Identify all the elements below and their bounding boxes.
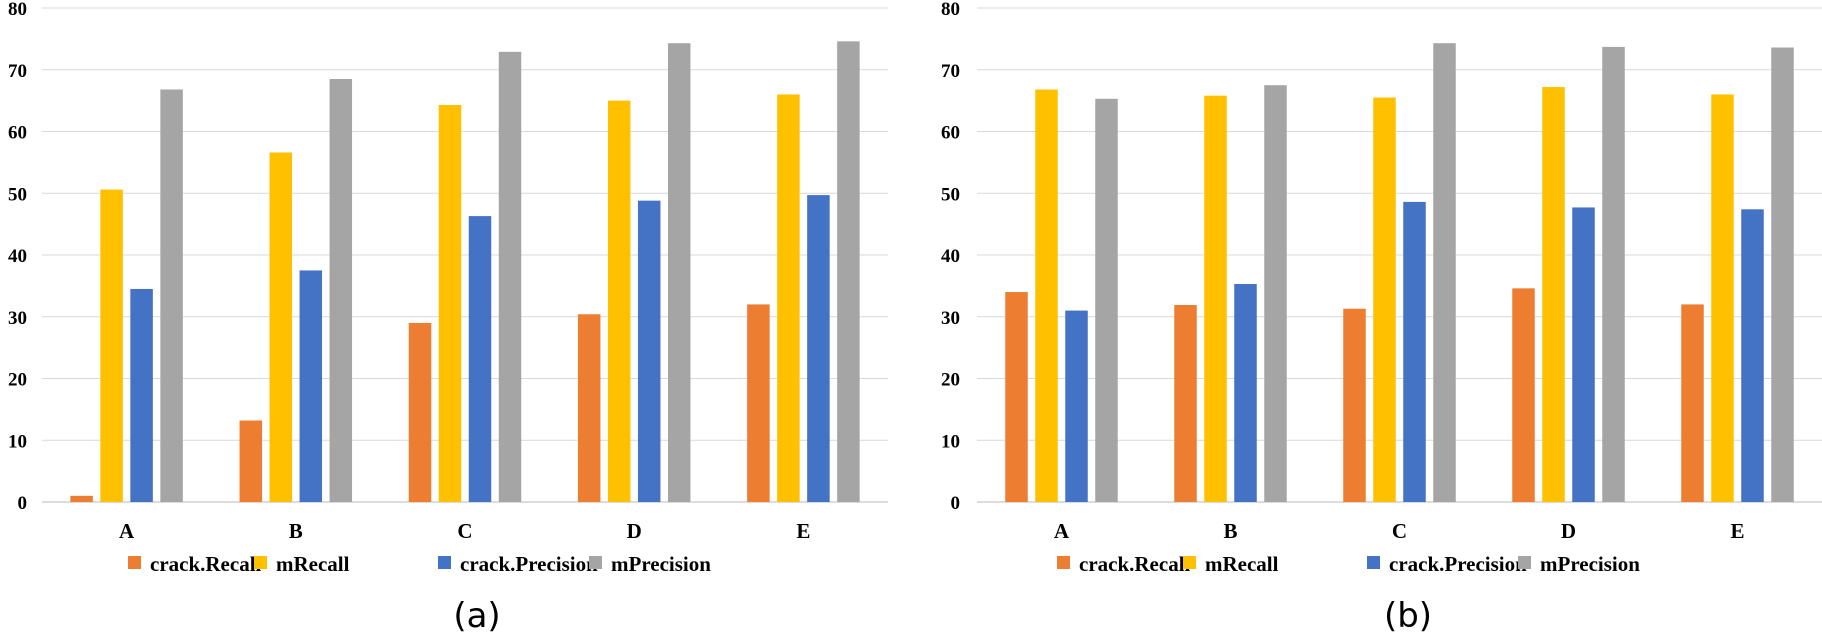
bar-mprecision-d xyxy=(1602,46,1625,503)
legend-swatch xyxy=(589,556,602,569)
bar-crack-precision-d xyxy=(637,200,661,502)
y-tick-label: 60 xyxy=(941,123,960,144)
bar-crack-precision-b xyxy=(1234,284,1257,502)
y-tick-label: 10 xyxy=(941,431,960,452)
legend-swatch xyxy=(1518,556,1531,569)
bar-crack-recall-a xyxy=(1005,292,1028,502)
x-category-label: D xyxy=(1561,519,1576,543)
bar-mprecision-e xyxy=(1771,47,1794,503)
y-tick-label: 10 xyxy=(8,431,27,452)
y-tick-label: 30 xyxy=(8,308,27,329)
y-tick-label: 0 xyxy=(18,493,28,514)
legend-label: mRecall xyxy=(276,552,350,576)
bar-mrecall-e xyxy=(1711,94,1734,502)
y-tick-label: 0 xyxy=(951,493,961,514)
bar-crack-recall-e xyxy=(1681,304,1704,502)
bar-mprecision-a xyxy=(1095,98,1118,503)
y-tick-label: 30 xyxy=(941,308,960,329)
legend-label: crack.Precision xyxy=(460,552,598,576)
y-tick-label: 20 xyxy=(941,370,960,391)
bar-mrecall-a xyxy=(1035,89,1058,502)
bar-crack-recall-d xyxy=(1512,288,1535,502)
legend-label: crack.Recall xyxy=(1079,552,1191,576)
x-category-label: B xyxy=(1223,519,1237,543)
bar-crack-recall-d xyxy=(577,314,601,502)
bar-mrecall-d xyxy=(607,100,631,502)
bar-crack-recall-c xyxy=(408,322,432,502)
bar-crack-recall-c xyxy=(1343,308,1366,502)
bar-mprecision-b xyxy=(1264,85,1287,502)
bar-crack-recall-b xyxy=(239,420,263,502)
legend-swatch xyxy=(128,556,141,569)
y-tick-label: 50 xyxy=(941,184,960,205)
x-category-label: E xyxy=(1730,519,1744,543)
bar-crack-recall-b xyxy=(1174,305,1197,502)
y-tick-label: 70 xyxy=(8,61,27,82)
x-category-label: B xyxy=(289,519,303,543)
bar-mrecall-c xyxy=(438,104,462,502)
bar-mrecall-d xyxy=(1542,87,1565,502)
x-category-label: C xyxy=(457,519,472,543)
panel-caption: (b) xyxy=(1384,596,1432,636)
bar-mrecall-c xyxy=(1373,97,1396,502)
bar-mrecall-e xyxy=(777,94,800,502)
bar-mprecision-d xyxy=(667,43,691,502)
bar-crack-precision-a xyxy=(130,288,153,502)
y-tick-label: 70 xyxy=(941,61,960,82)
bar-crack-precision-e xyxy=(807,195,830,503)
y-tick-label: 60 xyxy=(8,123,27,144)
y-tick-label: 40 xyxy=(8,246,27,267)
x-category-label: A xyxy=(119,519,135,543)
bar-mrecall-a xyxy=(100,189,123,503)
bar-mprecision-c xyxy=(498,51,522,502)
panel-caption: (a) xyxy=(453,596,500,636)
y-tick-label: 40 xyxy=(941,246,960,267)
bar-crack-recall-a xyxy=(70,495,93,502)
y-tick-label: 50 xyxy=(8,184,27,205)
y-tick-label: 80 xyxy=(8,0,27,20)
legend-swatch xyxy=(254,556,267,569)
x-category-label: C xyxy=(1392,519,1407,543)
y-tick-label: 80 xyxy=(941,0,960,20)
bar-mprecision-a xyxy=(160,89,183,502)
legend-swatch xyxy=(438,556,451,569)
legend-swatch xyxy=(1057,556,1070,569)
legend-swatch xyxy=(1183,556,1196,569)
legend-label: crack.Recall xyxy=(150,552,262,576)
legend-label: crack.Precision xyxy=(1389,552,1527,576)
bar-crack-recall-e xyxy=(747,304,770,502)
legend-label: mRecall xyxy=(1205,552,1279,576)
bar-crack-precision-b xyxy=(299,270,323,502)
x-category-label: D xyxy=(627,519,642,543)
bar-crack-precision-d xyxy=(1572,207,1595,502)
bar-mprecision-c xyxy=(1433,43,1456,502)
bar-crack-precision-e xyxy=(1741,209,1764,502)
bar-crack-precision-c xyxy=(468,216,492,502)
x-category-label: E xyxy=(796,519,810,543)
legend-swatch xyxy=(1367,556,1380,569)
bar-mrecall-b xyxy=(269,152,293,502)
bar-crack-precision-c xyxy=(1403,201,1426,502)
bar-crack-precision-a xyxy=(1065,310,1088,502)
bar-mprecision-b xyxy=(329,79,353,502)
y-tick-label: 20 xyxy=(8,370,27,391)
legend-label: mPrecision xyxy=(611,552,711,576)
bar-mprecision-e xyxy=(837,41,860,502)
bar-mrecall-b xyxy=(1204,95,1227,502)
legend-label: mPrecision xyxy=(1540,552,1640,576)
x-category-label: A xyxy=(1054,519,1070,543)
